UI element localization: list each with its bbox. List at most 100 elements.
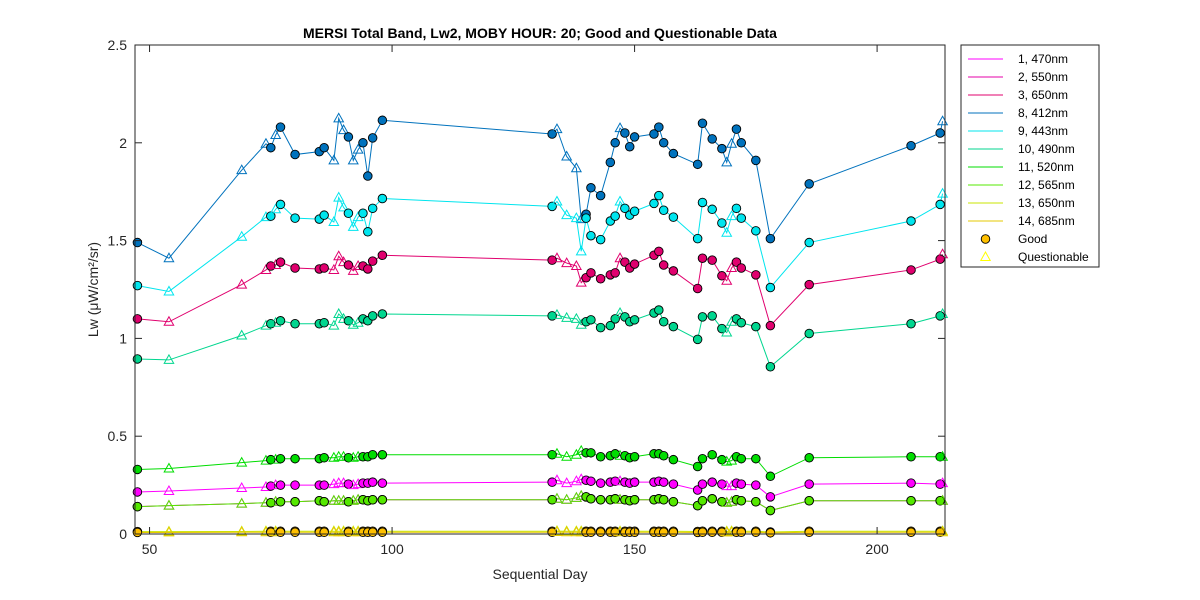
data-point-good	[367, 256, 378, 266]
data-point-questionable	[551, 474, 563, 485]
data-point-good	[367, 527, 378, 537]
data-point-good	[275, 199, 286, 210]
data-point-questionable	[570, 475, 582, 486]
data-point-good	[658, 205, 669, 216]
data-point-good	[751, 480, 761, 490]
data-point-questionable	[236, 497, 248, 508]
data-point-good	[367, 495, 378, 505]
data-point-good	[654, 305, 664, 315]
data-point-good	[629, 451, 640, 462]
y-tick-label: 1.5	[108, 233, 128, 249]
legend-label: 3, 650nm	[1018, 88, 1068, 102]
data-point-questionable	[328, 215, 340, 227]
data-point-good	[736, 453, 747, 464]
x-tick-label: 150	[623, 541, 647, 557]
data-point-good	[358, 208, 368, 218]
data-point-questionable	[347, 264, 359, 275]
data-point-questionable	[347, 154, 359, 165]
data-point-good	[290, 318, 300, 329]
data-point-good	[343, 132, 354, 142]
data-point-good	[377, 478, 388, 488]
data-point-good	[765, 528, 776, 538]
data-point-good	[906, 451, 916, 462]
data-point-good	[697, 312, 708, 322]
data-point-questionable	[725, 137, 738, 148]
data-point-good	[595, 190, 606, 201]
data-point-questionable	[236, 278, 248, 289]
data-point-good	[658, 451, 669, 461]
data-point-good	[363, 171, 373, 181]
series-group	[132, 489, 949, 516]
data-point-good	[654, 122, 664, 132]
data-point-questionable	[551, 308, 563, 319]
data-point-questionable	[725, 210, 738, 221]
data-point-good	[697, 253, 708, 263]
plot-area	[135, 45, 945, 534]
data-point-good	[290, 263, 300, 273]
series-group	[132, 112, 949, 263]
legend-label: 9, 443nm	[1018, 124, 1068, 138]
data-point-good	[692, 461, 703, 472]
data-point-good	[319, 496, 329, 507]
plot-frame	[134, 44, 946, 535]
data-point-good	[319, 452, 329, 463]
data-point-good	[707, 494, 717, 504]
data-point-good	[692, 159, 703, 170]
data-point-questionable	[236, 164, 248, 175]
data-point-questionable	[561, 150, 573, 161]
y-axis-label: Lw (μW/cm²/sr)	[85, 242, 101, 337]
legend-label: 11, 520nm	[1018, 160, 1074, 174]
data-point-good	[595, 322, 606, 333]
data-point-questionable	[236, 456, 248, 467]
data-point-good	[132, 487, 143, 497]
data-point-good	[319, 142, 329, 153]
data-point-good	[658, 527, 669, 537]
data-point-good	[132, 314, 143, 324]
data-point-good	[319, 210, 329, 220]
data-point-good	[692, 334, 703, 345]
data-point-good	[765, 505, 776, 516]
data-point-good	[290, 527, 300, 537]
legend-label: 12, 565nm	[1018, 178, 1075, 192]
data-point-good	[610, 476, 620, 486]
data-point-good	[697, 527, 708, 537]
data-point-good	[377, 495, 388, 505]
axes-layer: 50 100 150 200 0 0.5 1 1.5 2 2.5	[108, 37, 945, 557]
data-point-questionable	[333, 112, 345, 123]
data-point-good	[629, 495, 640, 505]
data-point-good	[731, 203, 742, 214]
data-point-questionable	[163, 484, 175, 495]
data-point-good	[906, 478, 916, 488]
data-point-good	[605, 157, 616, 168]
data-point-good	[581, 213, 591, 223]
data-point-good	[595, 478, 606, 488]
data-point-good	[586, 315, 596, 325]
legend-label: Questionable	[1018, 250, 1089, 264]
data-point-questionable	[614, 252, 626, 263]
data-point-good	[804, 237, 814, 248]
data-point-questionable	[570, 260, 582, 271]
x-tick-label: 100	[380, 541, 404, 557]
data-point-good	[906, 140, 916, 151]
data-point-good	[935, 199, 945, 210]
data-point-good	[668, 454, 679, 465]
data-point-good	[736, 138, 747, 148]
legend-label: 14, 685nm	[1018, 214, 1075, 228]
data-point-questionable	[236, 482, 248, 493]
data-point-good	[751, 270, 761, 280]
data-point-good	[751, 321, 761, 332]
legend-label: 13, 650nm	[1018, 196, 1075, 210]
data-point-questionable	[328, 263, 340, 274]
data-point-good	[367, 311, 378, 321]
data-point-questionable	[551, 123, 563, 134]
data-point-good	[765, 282, 776, 293]
data-point-good	[132, 501, 143, 512]
data-point-good	[275, 480, 286, 490]
data-point-questionable	[551, 447, 563, 458]
data-point-good	[363, 227, 373, 237]
data-point-good	[629, 477, 640, 487]
data-point-good	[275, 122, 286, 132]
data-point-questionable	[561, 257, 573, 268]
data-point-questionable	[163, 526, 175, 537]
data-point-good	[654, 246, 664, 257]
